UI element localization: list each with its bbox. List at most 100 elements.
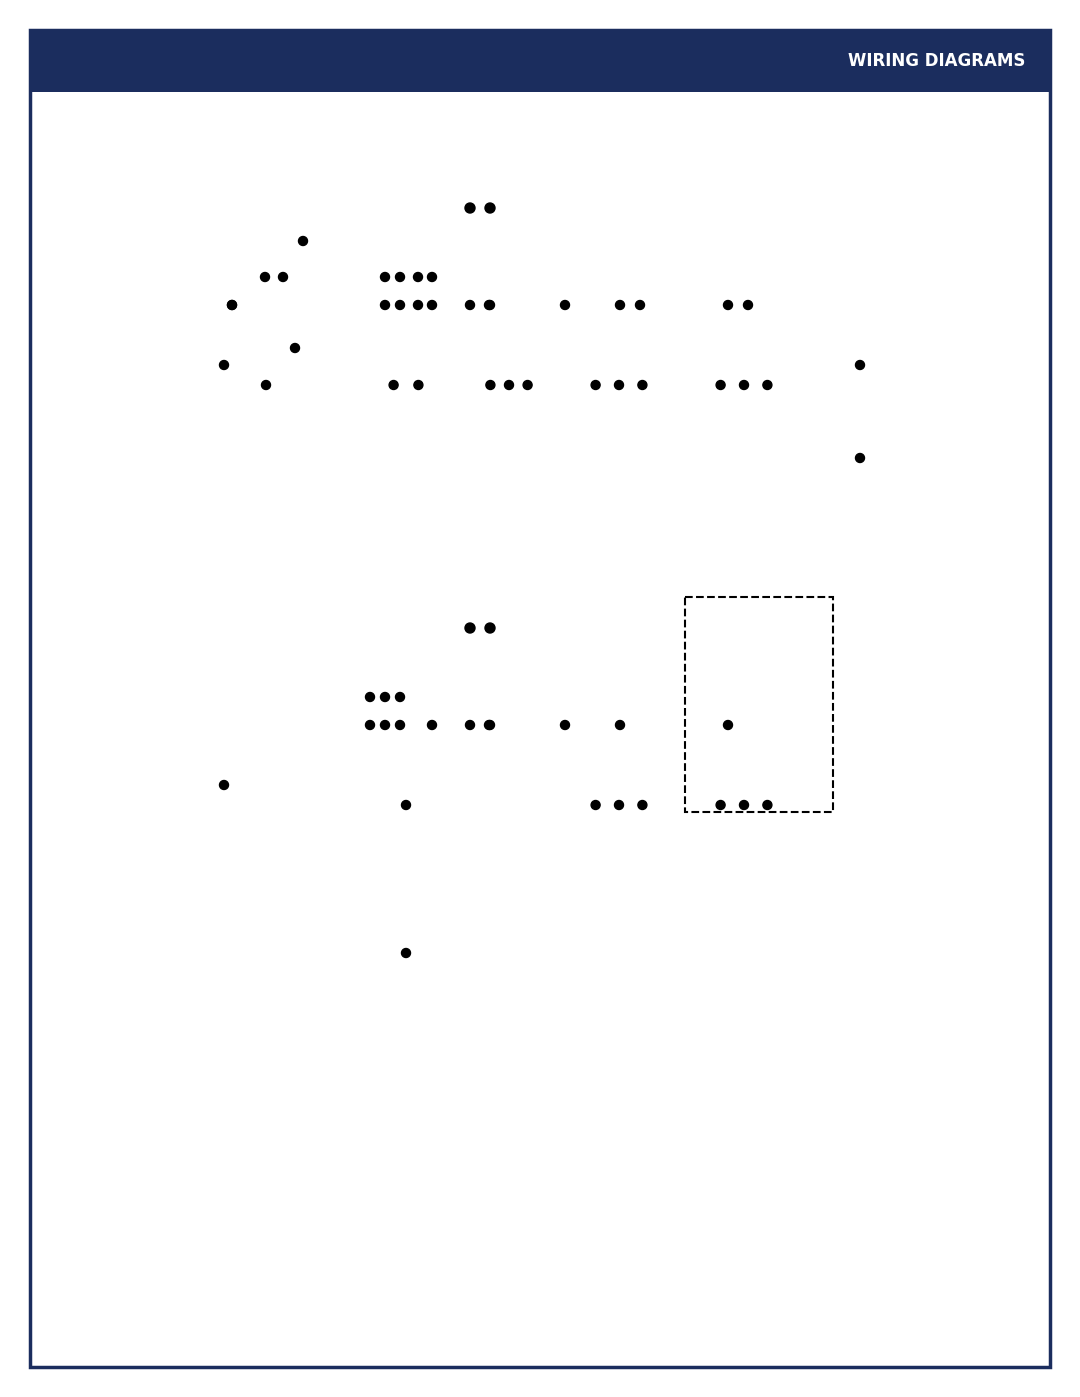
Circle shape [703, 608, 807, 712]
Text: MODEL
NUMBER
8540 and 8541: MODEL NUMBER 8540 and 8541 [90, 415, 240, 475]
Text: WHITE: WHITE [95, 351, 134, 360]
Text: BLACK: BLACK [95, 710, 133, 719]
Circle shape [228, 300, 237, 310]
Circle shape [219, 781, 229, 789]
Text: 3: 3 [637, 476, 644, 486]
Circle shape [389, 380, 399, 390]
Text: RED: RED [607, 708, 616, 728]
Circle shape [298, 236, 308, 246]
Text: WHITE: WHITE [300, 334, 339, 344]
Text: BLACK: BLACK [391, 796, 401, 830]
Bar [685, 597, 833, 812]
Text: BLUE: BLUE [715, 705, 724, 731]
Circle shape [414, 300, 422, 310]
Text: ELEMENT: ELEMENT [548, 710, 606, 719]
Text: 3: 3 [637, 897, 644, 907]
Circle shape [428, 721, 436, 729]
Circle shape [724, 300, 732, 310]
Circle shape [380, 272, 390, 282]
Bar [580, 890, 658, 949]
Circle shape [485, 721, 494, 729]
Text: LOWER
WARMER: LOWER WARMER [612, 650, 669, 671]
Circle shape [724, 721, 732, 729]
Text: WARMER
SWITCH: WARMER SWITCH [593, 495, 645, 517]
Circle shape [380, 721, 390, 729]
Circle shape [261, 380, 270, 390]
Text: 1: 1 [594, 897, 600, 907]
Text: 23: 23 [529, 1351, 551, 1365]
Bar [218, 205, 318, 277]
Text: READY
LIGHT: READY LIGHT [387, 905, 426, 926]
Circle shape [485, 203, 495, 212]
Circle shape [395, 272, 405, 282]
Circle shape [716, 800, 725, 809]
Circle shape [716, 380, 725, 390]
Text: GREEN: GREEN [95, 316, 135, 326]
Bar [30, 29, 1050, 92]
Text: HI-LIMIT: HI-LIMIT [511, 183, 563, 193]
Text: WHITE: WHITE [300, 351, 339, 360]
Circle shape [260, 272, 270, 282]
Text: BLACK: BLACK [653, 372, 691, 381]
Bar [375, 890, 437, 942]
Circle shape [638, 380, 647, 390]
Text: BLACK: BLACK [405, 274, 415, 307]
Text: WHITE: WHITE [753, 281, 761, 314]
Text: THERMOSTAT: THERMOSTAT [376, 235, 464, 247]
Text: GREEN: GREEN [95, 736, 135, 746]
Text: RED: RED [436, 683, 446, 703]
Circle shape [428, 272, 436, 282]
Circle shape [588, 189, 692, 292]
Bar [478, 469, 540, 522]
Text: BLACK: BLACK [388, 694, 396, 728]
Circle shape [486, 300, 495, 310]
Text: WHITE: WHITE [666, 351, 705, 360]
Circle shape [228, 300, 237, 310]
Circle shape [395, 300, 405, 310]
Circle shape [222, 411, 310, 499]
Circle shape [615, 800, 623, 809]
Text: BLACK: BLACK [501, 791, 539, 800]
Text: 2: 2 [741, 897, 747, 907]
Text: THERMOSTAT: THERMOSTAT [376, 655, 464, 668]
Circle shape [380, 693, 390, 701]
Circle shape [485, 623, 495, 633]
Text: 2: 2 [741, 476, 747, 486]
Text: UPPER
WARMER: UPPER WARMER [727, 229, 783, 251]
Circle shape [855, 360, 864, 369]
Bar [370, 205, 470, 277]
Text: WARMER
SWITCH: WARMER SWITCH [718, 495, 770, 517]
Circle shape [485, 300, 494, 310]
Text: MODEL
NUMBER
8542 and 8543: MODEL NUMBER 8542 and 8543 [90, 890, 240, 950]
Circle shape [279, 272, 287, 282]
Circle shape [762, 800, 772, 809]
Text: BLACK: BLACK [373, 274, 381, 307]
Circle shape [465, 203, 475, 212]
Text: BLACK: BLACK [531, 710, 569, 719]
Text: RED: RED [419, 281, 429, 302]
Bar [375, 469, 437, 522]
Text: WHITE: WHITE [218, 319, 228, 352]
Text: ELEMENT: ELEMENT [548, 279, 606, 291]
Circle shape [219, 360, 229, 369]
Text: WHITE: WHITE [645, 281, 653, 314]
Text: SOLENOID: SOLENOID [234, 450, 298, 460]
Circle shape [465, 721, 474, 729]
Text: WHITE: WHITE [95, 771, 134, 781]
Circle shape [465, 623, 475, 633]
Text: RED: RED [607, 288, 616, 309]
Circle shape [428, 300, 436, 310]
Circle shape [740, 380, 748, 390]
Text: BLACK: BLACK [95, 291, 133, 300]
Text: BLACK: BLACK [388, 274, 396, 307]
FancyBboxPatch shape [465, 219, 495, 246]
Text: 1: 1 [719, 897, 726, 907]
Circle shape [615, 380, 623, 390]
Circle shape [638, 800, 647, 809]
Circle shape [395, 693, 405, 701]
Text: BREW
SWITCH: BREW SWITCH [486, 485, 532, 507]
Text: UPPER
WARMER: UPPER WARMER [727, 650, 783, 671]
Circle shape [414, 272, 422, 282]
Circle shape [591, 800, 600, 809]
FancyBboxPatch shape [465, 640, 495, 666]
